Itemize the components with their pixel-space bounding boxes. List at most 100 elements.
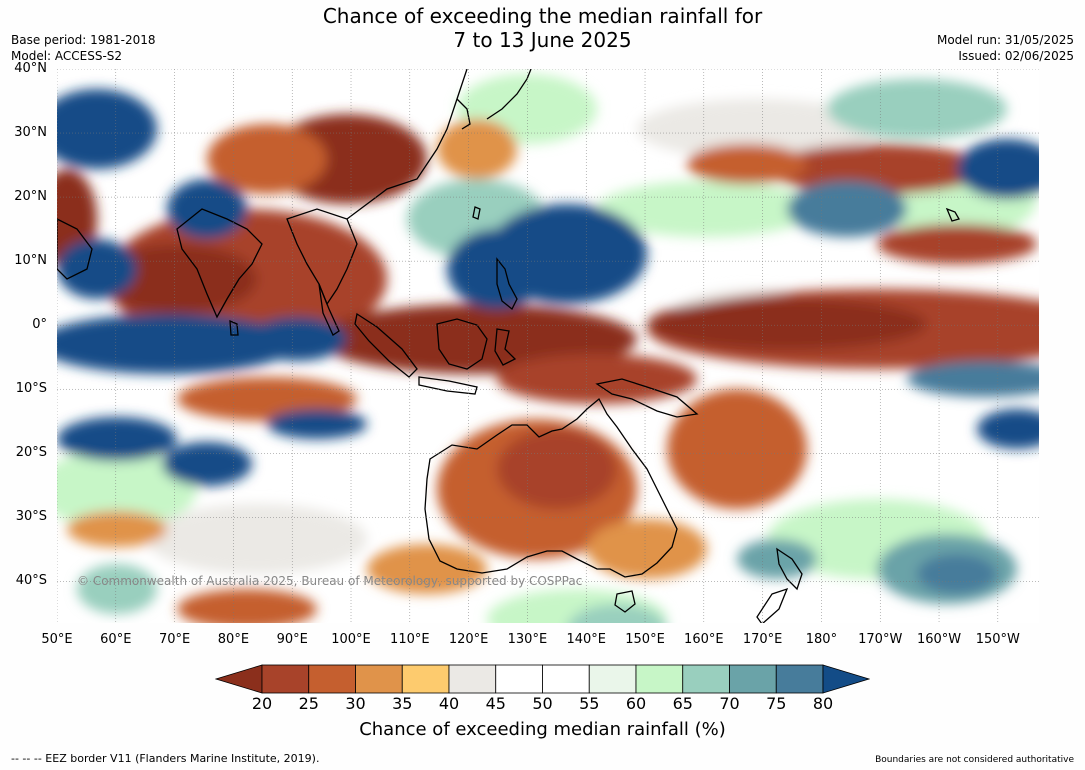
- field-patch: [67, 511, 167, 547]
- field-patch: [637, 99, 877, 159]
- longitude-label: 150°E: [625, 632, 665, 647]
- probability-field: [57, 74, 1039, 623]
- field-patch: [97, 244, 257, 314]
- colorbar-tick-label: 75: [766, 694, 787, 713]
- sulawesi-outline: [494, 328, 517, 366]
- coastlines: [57, 69, 960, 623]
- field-patch: [57, 449, 197, 529]
- field-patch: [767, 144, 987, 194]
- colorbar-low-arrow: [214, 664, 263, 694]
- longitude-label: 140°E: [566, 632, 606, 647]
- meta-right: Model run: 31/05/2025 Issued: 02/06/2025: [937, 32, 1074, 64]
- field-patch: [737, 539, 817, 579]
- latitude-label: 10°N: [14, 253, 47, 269]
- japan-outline: [486, 69, 532, 120]
- longitude-label: 180°: [805, 632, 838, 647]
- longitude-label: 170°W: [858, 632, 903, 647]
- meta-left: Base period: 1981-2018 Model: ACCESS-S2: [11, 32, 156, 64]
- map-title: Chance of exceeding the median rainfall …: [0, 4, 1085, 52]
- sumatra-outline: [354, 312, 418, 378]
- latitude-label: 30°S: [15, 509, 47, 525]
- colorbar-tick-label: 70: [719, 694, 740, 713]
- colorbar-tick-label: 80: [812, 694, 834, 713]
- title-line-1: Chance of exceeding the median rainfall …: [322, 4, 763, 28]
- new-zealand-north-outline: [776, 547, 803, 591]
- sri-lanka-outline: [229, 319, 239, 336]
- field-patch: [687, 144, 807, 184]
- colorbar-tick-label: 45: [485, 694, 506, 713]
- longitude-label: 170°E: [742, 632, 783, 647]
- latitude-label: 40°N: [14, 61, 47, 76]
- colorbar-segment: [355, 664, 403, 694]
- field-patch: [917, 554, 997, 594]
- map-canvas: [57, 69, 1039, 623]
- colorbar-segment: [635, 664, 684, 694]
- colorbar-high-arrow: [822, 664, 871, 694]
- colorbar-label: Chance of exceeding median rainfall (%): [359, 719, 726, 740]
- field-patch: [57, 89, 157, 169]
- new-zealand-south-outline: [756, 587, 789, 623]
- longitude-label: 160°E: [684, 632, 724, 647]
- field-patch: [568, 604, 666, 623]
- model-run-text: Model run: 31/05/2025: [936, 33, 1074, 47]
- field-patch: [587, 519, 707, 579]
- colorbar-segment: [495, 664, 543, 694]
- field-patch: [907, 361, 1039, 397]
- field-patch: [877, 224, 1037, 264]
- field-patch: [647, 298, 927, 350]
- colorbar-segment: [775, 664, 824, 694]
- colorbar-tick-label: 65: [672, 694, 693, 713]
- latitude-label: 20°S: [15, 445, 47, 461]
- field-patch: [247, 317, 347, 361]
- colorbar-segment: [261, 664, 310, 694]
- colorbar-segment: [542, 664, 590, 694]
- colorbar-segment: [448, 664, 497, 694]
- colorbar-tick-label: 40: [438, 694, 460, 713]
- field-patch: [597, 181, 817, 237]
- colorbar-graphic: [214, 664, 871, 694]
- longitude-label: 120°E: [448, 632, 489, 647]
- graticule: [57, 69, 1039, 623]
- longitude-label: 110°E: [390, 632, 430, 647]
- longitude-label: 80°E: [217, 632, 250, 647]
- base-period-text: Base period: 1981-2018: [11, 33, 156, 47]
- longitude-label: 50°E: [41, 632, 73, 647]
- korea-outline: [456, 98, 471, 130]
- indochina-outline: [286, 208, 358, 306]
- longitude-label: 130°E: [507, 632, 548, 647]
- colorbar-segment: [401, 664, 450, 694]
- tasmania-outline: [614, 590, 636, 613]
- field-patch: [497, 429, 617, 509]
- colorbar-segment: [308, 664, 356, 694]
- field-patch: [437, 119, 517, 179]
- latitude-label: 40°S: [15, 573, 47, 589]
- borneo-outline: [436, 318, 488, 370]
- copyright-notice: © Commonwealth of Australia 2025, Bureau…: [77, 574, 583, 588]
- latitude-label: 10°S: [15, 381, 47, 397]
- field-patch: [667, 389, 807, 509]
- field-patch: [57, 239, 137, 299]
- field-patch: [267, 409, 367, 439]
- latitude-label: 0°: [32, 317, 47, 333]
- field-patch: [147, 504, 367, 574]
- colorbar-tick-label: 30: [345, 694, 366, 713]
- field-patch: [497, 354, 697, 404]
- title-line-2: 7 to 13 June 2025: [453, 28, 632, 52]
- india-outline: [176, 208, 263, 319]
- australia-outline: [424, 397, 678, 578]
- colorbar-tick-label: 50: [532, 694, 553, 713]
- taiwan-outline: [472, 206, 481, 220]
- longitude-label: 150°W: [975, 632, 1020, 647]
- field-patch: [787, 181, 907, 237]
- longitude-label: 70°E: [158, 632, 191, 647]
- latitude-label: 20°N: [14, 189, 47, 205]
- longitude-label: 100°E: [331, 632, 371, 647]
- colorbar-tick-label: 55: [579, 694, 600, 713]
- model-text: Model: ACCESS-S2: [11, 49, 123, 63]
- boundaries-disclaimer: Boundaries are not considered authoritat…: [875, 755, 1074, 765]
- field-patch: [167, 179, 247, 239]
- field-patch: [827, 79, 1007, 139]
- longitude-label: 60°E: [100, 632, 132, 647]
- field-patch: [977, 409, 1039, 449]
- longitude-label: 160°W: [916, 632, 962, 647]
